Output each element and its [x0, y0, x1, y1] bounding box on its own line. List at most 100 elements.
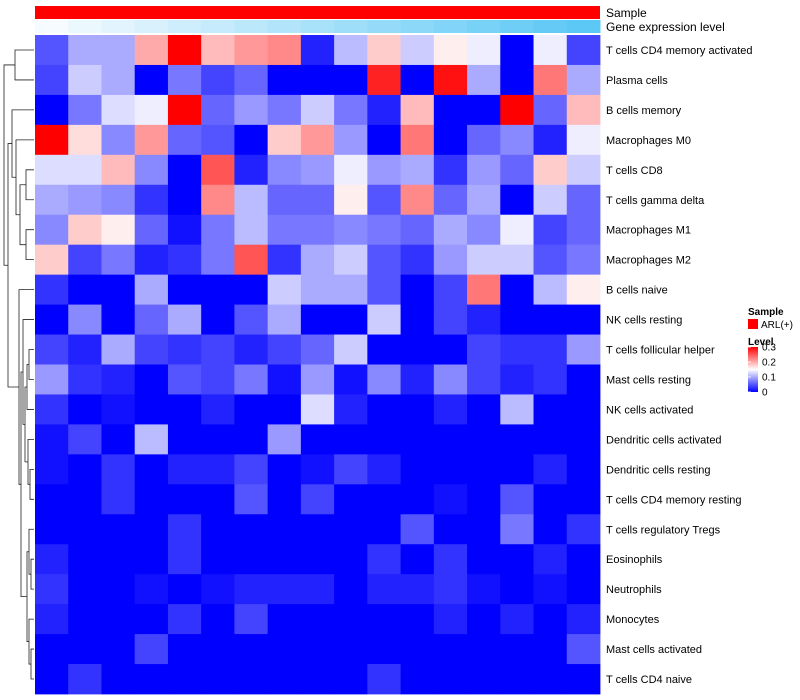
- heatmap-cell: [367, 274, 401, 305]
- dendrogram-branch: [20, 371, 27, 598]
- heatmap-cell: [101, 334, 136, 365]
- heatmap-cell: [134, 94, 169, 126]
- dendrogram-branch: [28, 349, 34, 380]
- annotation-bar-sample: [35, 6, 600, 19]
- row-label: Mast cells resting: [606, 374, 691, 386]
- heatmap-cell: [467, 304, 501, 335]
- annotation-cell-expression: [167, 20, 202, 33]
- heatmap-cell: [433, 94, 468, 126]
- heatmap-cell: [566, 394, 601, 425]
- heatmap-cell: [367, 394, 401, 425]
- heatmap-cell: [400, 394, 435, 425]
- annotation-cell-expression: [334, 20, 368, 33]
- row-label: Mast cells activated: [606, 644, 702, 656]
- dendrogram-branch: [28, 528, 34, 575]
- heatmap-cell: [267, 244, 302, 276]
- heatmap-cell: [134, 634, 169, 665]
- heatmap-cell: [167, 214, 202, 246]
- heatmap-cell: [533, 574, 568, 605]
- heatmap-cell: [566, 454, 601, 485]
- legend-tick-label: 0.3: [762, 343, 776, 354]
- heatmap-cell: [566, 634, 601, 665]
- heatmap-cell: [533, 364, 568, 395]
- row-label: Monocytes: [606, 614, 660, 626]
- row-dendrogram: [3, 49, 34, 680]
- heatmap-cell: [101, 304, 136, 335]
- heatmap-cell: [566, 154, 601, 186]
- heatmap-cell: [500, 454, 534, 485]
- heatmap-cell: [400, 514, 435, 545]
- annotation-bars: [35, 6, 601, 33]
- heatmap-cell: [300, 604, 335, 635]
- heatmap-cell: [68, 574, 102, 605]
- heatmap-cell: [533, 484, 568, 515]
- heatmap-cell: [533, 334, 568, 365]
- heatmap-cell: [35, 544, 69, 575]
- heatmap-cell: [101, 364, 136, 395]
- heatmap-cell: [234, 214, 269, 246]
- heatmap-cell: [400, 124, 435, 156]
- heatmap-cell: [433, 364, 468, 395]
- heatmap-cell: [35, 35, 69, 66]
- heatmap-cell: [35, 214, 69, 246]
- heatmap-cell: [367, 124, 401, 156]
- annotation-cell-expression: [134, 20, 169, 33]
- heatmap-cell: [267, 214, 302, 246]
- heatmap-cell: [367, 154, 401, 186]
- heatmap-cell: [400, 574, 435, 605]
- heatmap-cell: [467, 64, 501, 96]
- heatmap-cell: [467, 244, 501, 276]
- heatmap-cell: [134, 154, 169, 186]
- heatmap-cell: [467, 334, 501, 365]
- heatmap-cell: [500, 184, 534, 216]
- annotation-cell-expression: [500, 20, 535, 33]
- heatmap-cell: [134, 394, 169, 425]
- heatmap-cell: [500, 664, 534, 695]
- heatmap-cell: [467, 424, 501, 455]
- heatmap-cell: [334, 64, 368, 96]
- heatmap-cell: [533, 664, 568, 695]
- row-label: Dendritic cells activated: [606, 434, 722, 446]
- row-label: NK cells resting: [606, 315, 682, 327]
- heatmap-cell: [35, 394, 69, 425]
- heatmap-cell: [467, 184, 501, 216]
- heatmap-cell: [300, 154, 335, 186]
- heatmap-cell: [566, 364, 601, 395]
- heatmap-cell: [68, 35, 102, 66]
- heatmap-cell: [167, 304, 202, 335]
- heatmap-cell: [400, 634, 435, 665]
- heatmap-cell: [234, 94, 269, 126]
- heatmap-cell: [400, 154, 435, 186]
- heatmap-cell: [101, 154, 136, 186]
- heatmap-cell: [334, 514, 368, 545]
- heatmap-cell: [533, 244, 568, 276]
- heatmap-cell: [134, 364, 169, 395]
- heatmap-cell: [167, 394, 202, 425]
- heatmap-cell: [300, 634, 335, 665]
- dendrogram-branch: [15, 139, 34, 216]
- heatmap-cell: [101, 574, 136, 605]
- heatmap-cell: [68, 484, 102, 515]
- heatmap-cell: [68, 124, 102, 156]
- heatmap-cell: [367, 484, 401, 515]
- annotation-label-gene-expression: Gene expression level: [606, 20, 725, 34]
- heatmap-cell: [201, 484, 235, 515]
- heatmap-cell: [467, 484, 501, 515]
- heatmap-cell: [167, 94, 202, 126]
- heatmap-cell: [367, 244, 401, 276]
- heatmap-cell: [201, 394, 235, 425]
- heatmap-cell: [433, 124, 468, 156]
- row-label: Macrophages M2: [606, 255, 691, 267]
- row-label: Plasma cells: [606, 75, 668, 87]
- heatmap-cell: [566, 214, 601, 246]
- heatmap-cell: [201, 184, 235, 216]
- heatmap-cell: [566, 184, 601, 216]
- heatmap-cell: [334, 304, 368, 335]
- heatmap-cell: [400, 484, 435, 515]
- heatmap-cell: [300, 454, 335, 485]
- heatmap-cell: [101, 124, 136, 156]
- heatmap-cell: [35, 244, 69, 276]
- heatmap-cell: [334, 364, 368, 395]
- heatmap-cell: [334, 154, 368, 186]
- heatmap-cell: [367, 454, 401, 485]
